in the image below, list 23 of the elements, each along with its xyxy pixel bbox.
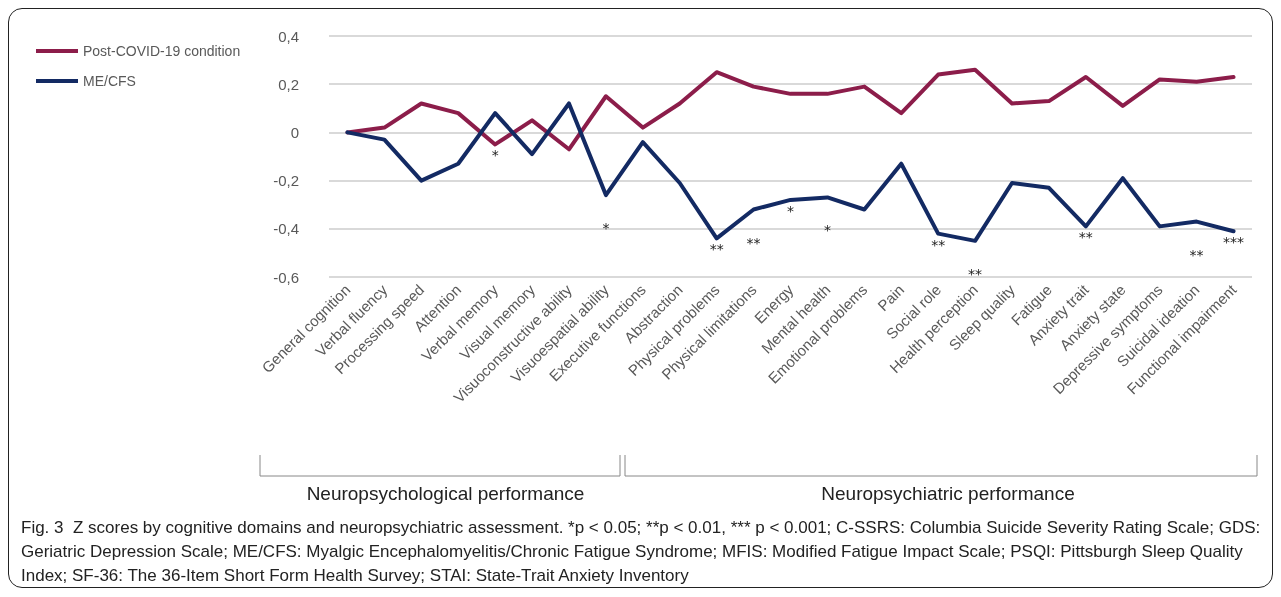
legend-label: Post-COVID-19 condition (83, 43, 241, 59)
annotation: * (787, 202, 794, 219)
y-tick-label: -0,2 (273, 172, 299, 190)
annotation: ** (746, 234, 761, 251)
y-tick-label: 0 (290, 123, 299, 141)
annotation: *** (1223, 234, 1245, 251)
y-tick-label: 0,4 (278, 27, 299, 45)
text: Neuropsychiatric performance (821, 483, 1075, 504)
annotation: ** (1189, 246, 1204, 263)
line-series (345, 67, 1236, 152)
legend-label: ME/CFS (83, 73, 136, 89)
annotation: ** (709, 241, 724, 258)
y-tick-label: -0,4 (273, 220, 299, 238)
y-tick-label: 0,2 (278, 75, 299, 93)
text: Neuropsychological performance (306, 483, 585, 504)
y-tick-label: -0,6 (273, 268, 299, 286)
annotation: * (823, 222, 831, 239)
annotation: ** (968, 265, 983, 282)
annotation: ** (931, 236, 946, 253)
annotation: ** (1078, 229, 1093, 246)
annotation: * (491, 147, 499, 164)
annotation: * (602, 220, 610, 237)
caption: Fig. 3 Z scores by cognitive domains and neuropsychiatric assessment. *p < 0.05; **p < 0.01, *** p < 0.001; C-SSRS: Columbia Suicide Severity Rating Scale; GDS: Geriatric Depression Scale; ME/CFS: Myalgic Encephalomyelitis/Chronic Fatigue Syndrome; MFIS: Modified Fatigue Impact Scale; PSQI: Pittsburgh Sleep Quality Index; SF-36: The 36-Item Short Form Health Survey; STAI: State-Trait Anxiety Inventory (21, 517, 1265, 585)
